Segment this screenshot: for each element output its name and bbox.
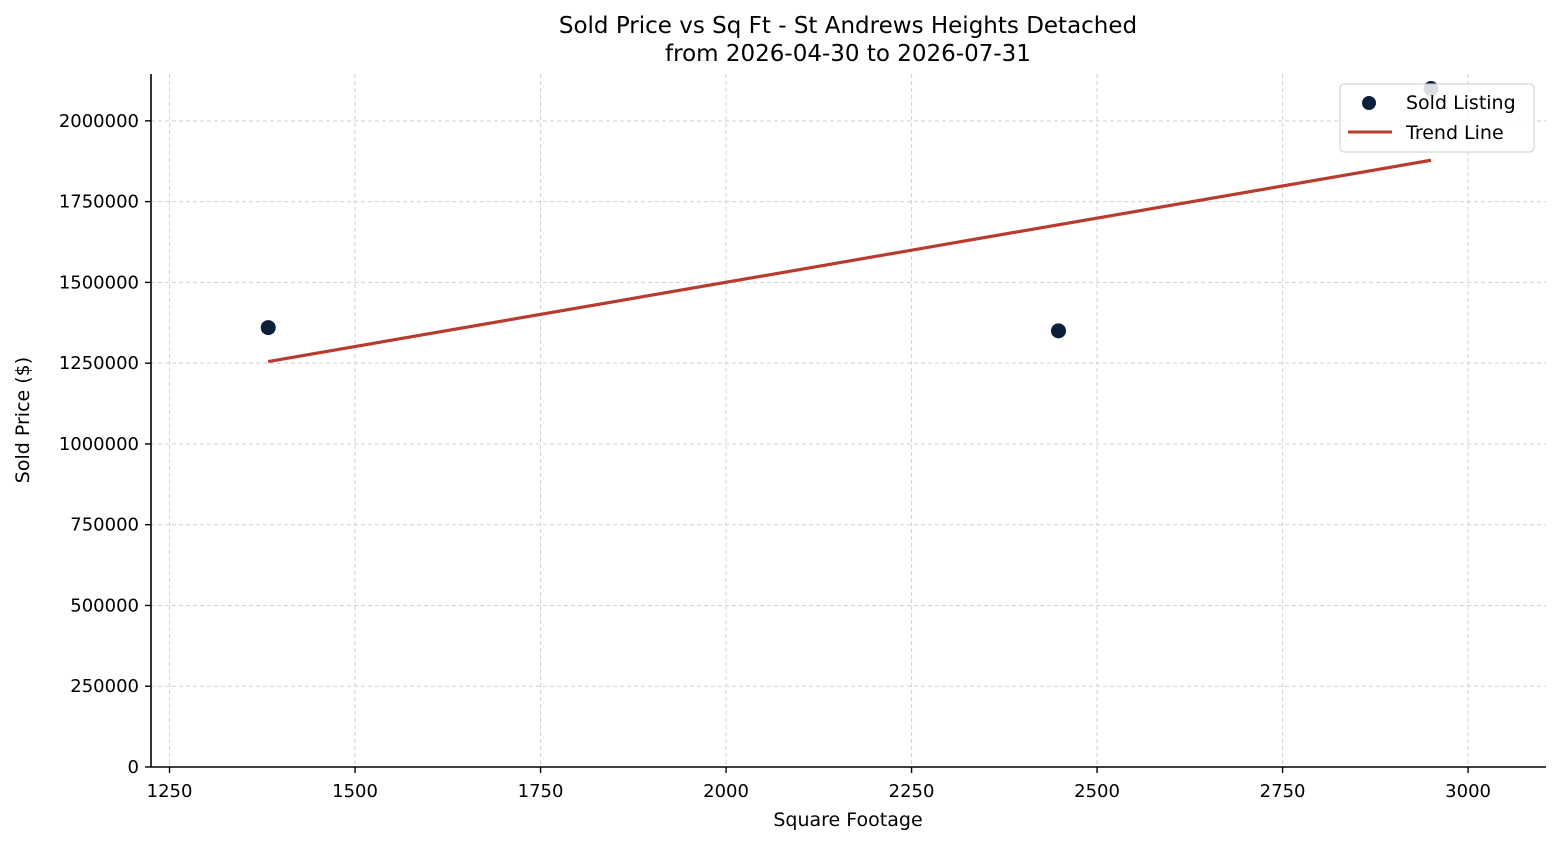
y-tick-label-4: 1000000: [59, 434, 139, 455]
legend-label-trend-line: Trend Line: [1405, 122, 1504, 144]
legend-frame: [1339, 83, 1535, 153]
data-point-sold-listing-1: [1050, 323, 1066, 339]
x-tick-label-4: 2250: [889, 781, 935, 802]
y-tick-label-3: 750000: [70, 515, 139, 536]
y-tick-label-0: 0: [128, 757, 139, 778]
chart-title: Sold Price vs Sq Ft - St Andrews Heights…: [559, 13, 1137, 39]
x-tick-label-3: 2000: [703, 781, 749, 802]
legend-label-sold-listing: Sold Listing: [1406, 92, 1516, 114]
y-axis-ticks: 0 250000 500000 750000 1000000 1250000 1500000…: [59, 111, 151, 778]
legend-marker-sold-listing: [1362, 96, 1376, 110]
plot-series: [260, 81, 1439, 364]
chart-subtitle: from 2026-04-30 to 2026-07-31: [665, 41, 1031, 67]
y-tick-label-1: 250000: [70, 676, 139, 697]
x-tick-label-1: 1500: [332, 781, 378, 802]
y-tick-label-2: 500000: [70, 595, 139, 616]
y-tick-label-5: 1250000: [59, 353, 139, 374]
series-line-trend-line: [267, 158, 1432, 364]
x-tick-label-0: 1250: [147, 781, 193, 802]
x-tick-label-7: 3000: [1445, 781, 1491, 802]
y-axis-label: Sold Price ($): [12, 357, 34, 483]
x-tick-label-2: 1750: [518, 781, 564, 802]
y-tick-label-7: 1750000: [59, 192, 139, 213]
x-tick-label-5: 2500: [1074, 781, 1120, 802]
data-point-sold-listing-0: [260, 320, 276, 336]
axes: [150, 74, 1546, 768]
legend: Sold Listing Trend Line: [1339, 83, 1535, 153]
x-axis-label: Square Footage: [773, 809, 922, 831]
grid: [151, 74, 1546, 768]
y-tick-label-6: 1500000: [59, 272, 139, 293]
x-axis-ticks: 1250 1500 1750 2000 2250 2500 2750 3000: [147, 767, 1491, 802]
x-tick-label-6: 2750: [1260, 781, 1306, 802]
y-tick-label-8: 2000000: [59, 111, 139, 132]
